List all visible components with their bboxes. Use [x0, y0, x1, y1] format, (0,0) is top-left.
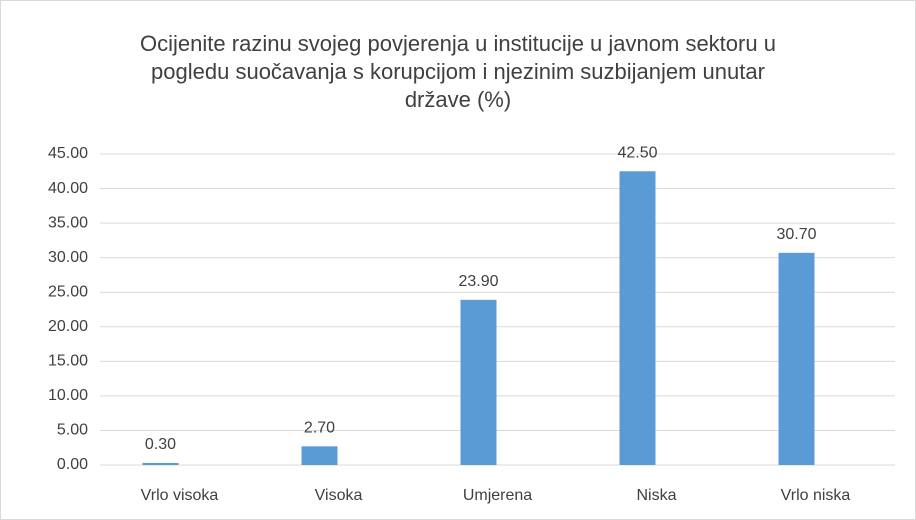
data-label: 23.90: [458, 273, 498, 290]
y-tick-label: 10.00: [48, 387, 88, 404]
data-label: 30.70: [776, 226, 816, 243]
y-tick-label: 5.00: [57, 422, 88, 439]
x-tick-label: Niska: [636, 487, 676, 504]
data-label: 0.30: [145, 436, 176, 453]
y-tick-label: 20.00: [48, 318, 88, 335]
y-tick-label: 30.00: [48, 249, 88, 266]
chart-title: Ocijenite razinu svojeg povjerenja u ins…: [140, 31, 776, 112]
bar: [460, 299, 497, 465]
y-tick-label: 45.00: [48, 145, 88, 162]
x-tick-label: Umjerena: [463, 487, 532, 504]
bar: [778, 252, 815, 465]
data-label: 42.50: [617, 144, 657, 161]
y-tick-label: 40.00: [48, 180, 88, 197]
bar: [142, 462, 179, 465]
x-tick-label: Vrlo niska: [781, 487, 851, 504]
bar: [301, 446, 338, 465]
y-tick-label: 25.00: [48, 283, 88, 300]
x-tick-label: Visoka: [315, 487, 363, 504]
y-tick-label: 0.00: [57, 456, 88, 473]
data-label: 2.70: [304, 420, 335, 437]
x-tick-label: Vrlo visoka: [141, 487, 219, 504]
bar: [619, 171, 656, 465]
y-tick-label: 15.00: [48, 353, 88, 370]
y-tick-label: 35.00: [48, 214, 88, 231]
